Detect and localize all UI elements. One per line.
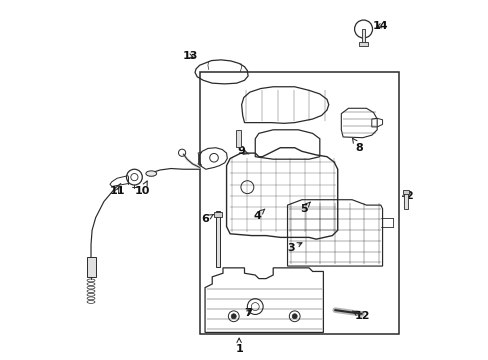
Text: 4: 4: [253, 209, 264, 221]
Text: 10: 10: [134, 181, 150, 196]
Text: 7: 7: [244, 308, 251, 318]
Text: 1: 1: [235, 338, 243, 354]
Circle shape: [292, 314, 297, 319]
Text: 14: 14: [372, 21, 388, 31]
Text: 6: 6: [201, 215, 213, 224]
Ellipse shape: [145, 171, 156, 176]
Text: 5: 5: [299, 202, 310, 214]
Text: 8: 8: [352, 138, 363, 153]
Text: 11: 11: [109, 186, 125, 196]
Bar: [236, 130, 241, 147]
Circle shape: [231, 314, 236, 319]
Bar: [402, 190, 408, 194]
Bar: [403, 193, 407, 209]
Bar: [362, 29, 364, 44]
Bar: [359, 42, 367, 45]
Text: 9: 9: [237, 146, 248, 156]
Bar: [214, 212, 221, 217]
Text: 13: 13: [182, 51, 197, 61]
Text: 3: 3: [287, 243, 301, 253]
Text: 2: 2: [402, 191, 412, 201]
Text: 12: 12: [351, 311, 370, 321]
Bar: [216, 211, 219, 267]
Bar: [86, 257, 96, 277]
